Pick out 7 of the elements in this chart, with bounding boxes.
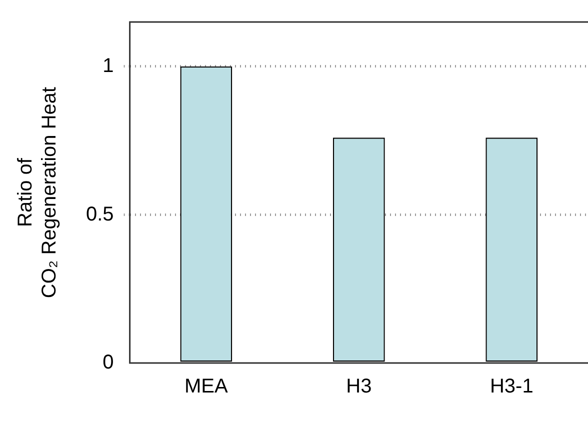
y-tick-label: 1 — [102, 54, 114, 77]
x-tick-label: H3-1 — [490, 376, 534, 398]
x-tick-label: H3 — [346, 376, 372, 398]
x-tick-label: MEA — [184, 376, 228, 398]
y-tick-label: 0.5 — [86, 203, 114, 226]
y-axis-title: Ratio of CO₂ Regeneration Heat — [14, 86, 61, 298]
y-tick-label: 0 — [102, 352, 114, 374]
